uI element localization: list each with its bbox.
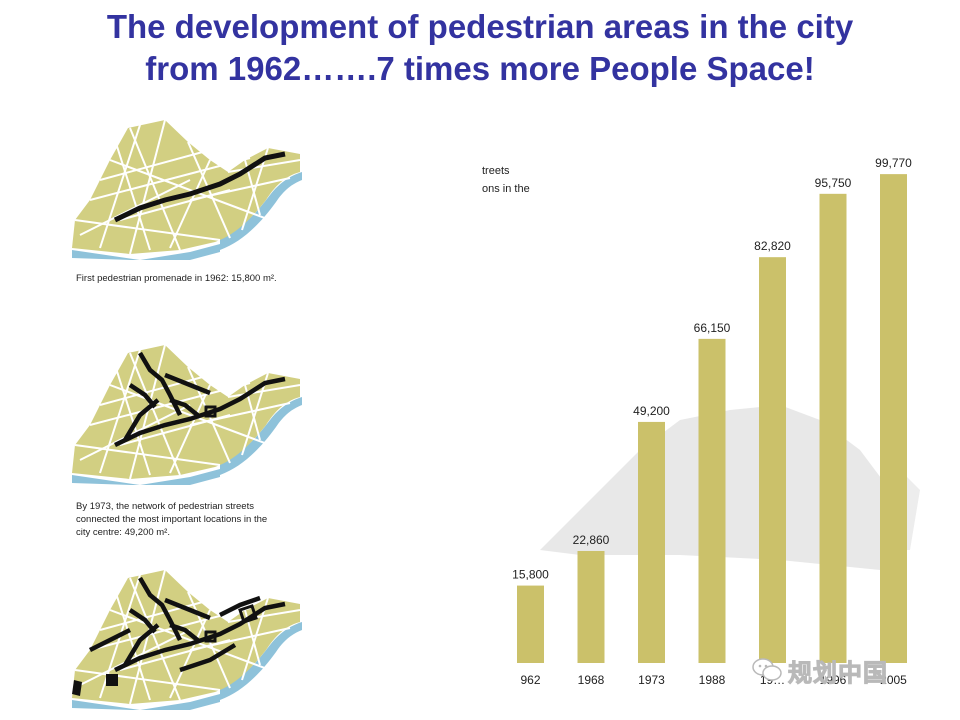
bar-chart: 15,800 962 22,860 1968 49,200 1973 66,150 1988 8… xyxy=(480,150,960,720)
caption-map-1973: By 1973, the network of pedestrian stree… xyxy=(76,501,268,538)
bar-1996 xyxy=(819,193,847,663)
bar-chart-svg: 15,800 962 22,860 1968 49,200 1973 66,150 1988 8… xyxy=(512,156,920,687)
tick-label-1962: 962 xyxy=(520,673,540,687)
value-label-1995: 82,820 xyxy=(754,239,791,253)
caption-map-1962: First pedestrian promenade in 1962: 15,8… xyxy=(76,273,277,284)
map-1973 xyxy=(70,345,305,485)
tick-label-1996: 1996 xyxy=(820,673,847,687)
bars-group: 15,800 962 22,860 1968 49,200 1973 66,150 1988 8… xyxy=(512,156,912,687)
value-label-1973: 49,200 xyxy=(633,404,670,418)
pedestrian-routes-1973 xyxy=(114,351,286,448)
pedestrian-route-1962 xyxy=(113,151,286,223)
value-label-1962: 15,800 xyxy=(512,568,549,582)
tick-label-1973: 1973 xyxy=(638,673,665,687)
value-label-2005: 99,770 xyxy=(875,156,912,170)
bar-1988 xyxy=(698,338,726,663)
title-line-1: The development of pedestrian areas in t… xyxy=(106,8,854,45)
slide-title: The development of pedestrian areas in t… xyxy=(0,6,960,90)
bar-1995 xyxy=(759,257,786,663)
tick-label-1988: 1988 xyxy=(699,673,726,687)
value-label-1968: 22,860 xyxy=(573,533,610,547)
map-1962 xyxy=(70,120,305,260)
value-label-1996: 95,750 xyxy=(815,176,852,190)
value-label-1988: 66,150 xyxy=(694,321,731,335)
chart-text-fragment: treets ons in the xyxy=(482,165,530,195)
bar-1962 xyxy=(517,585,544,663)
map-later xyxy=(70,570,305,710)
bar-2005 xyxy=(880,174,907,663)
title-line-2: from 1962…….7 times more People Space! xyxy=(145,50,815,87)
wechat-logo-icon xyxy=(752,658,782,681)
tick-label-2005: 2005 xyxy=(880,673,907,687)
watermark-text: 规划中国 xyxy=(788,658,888,687)
tick-label-1968: 1968 xyxy=(578,673,605,687)
bar-1973 xyxy=(638,421,665,663)
bar-1968 xyxy=(577,550,605,663)
watermark: 规划中国 xyxy=(752,650,888,690)
